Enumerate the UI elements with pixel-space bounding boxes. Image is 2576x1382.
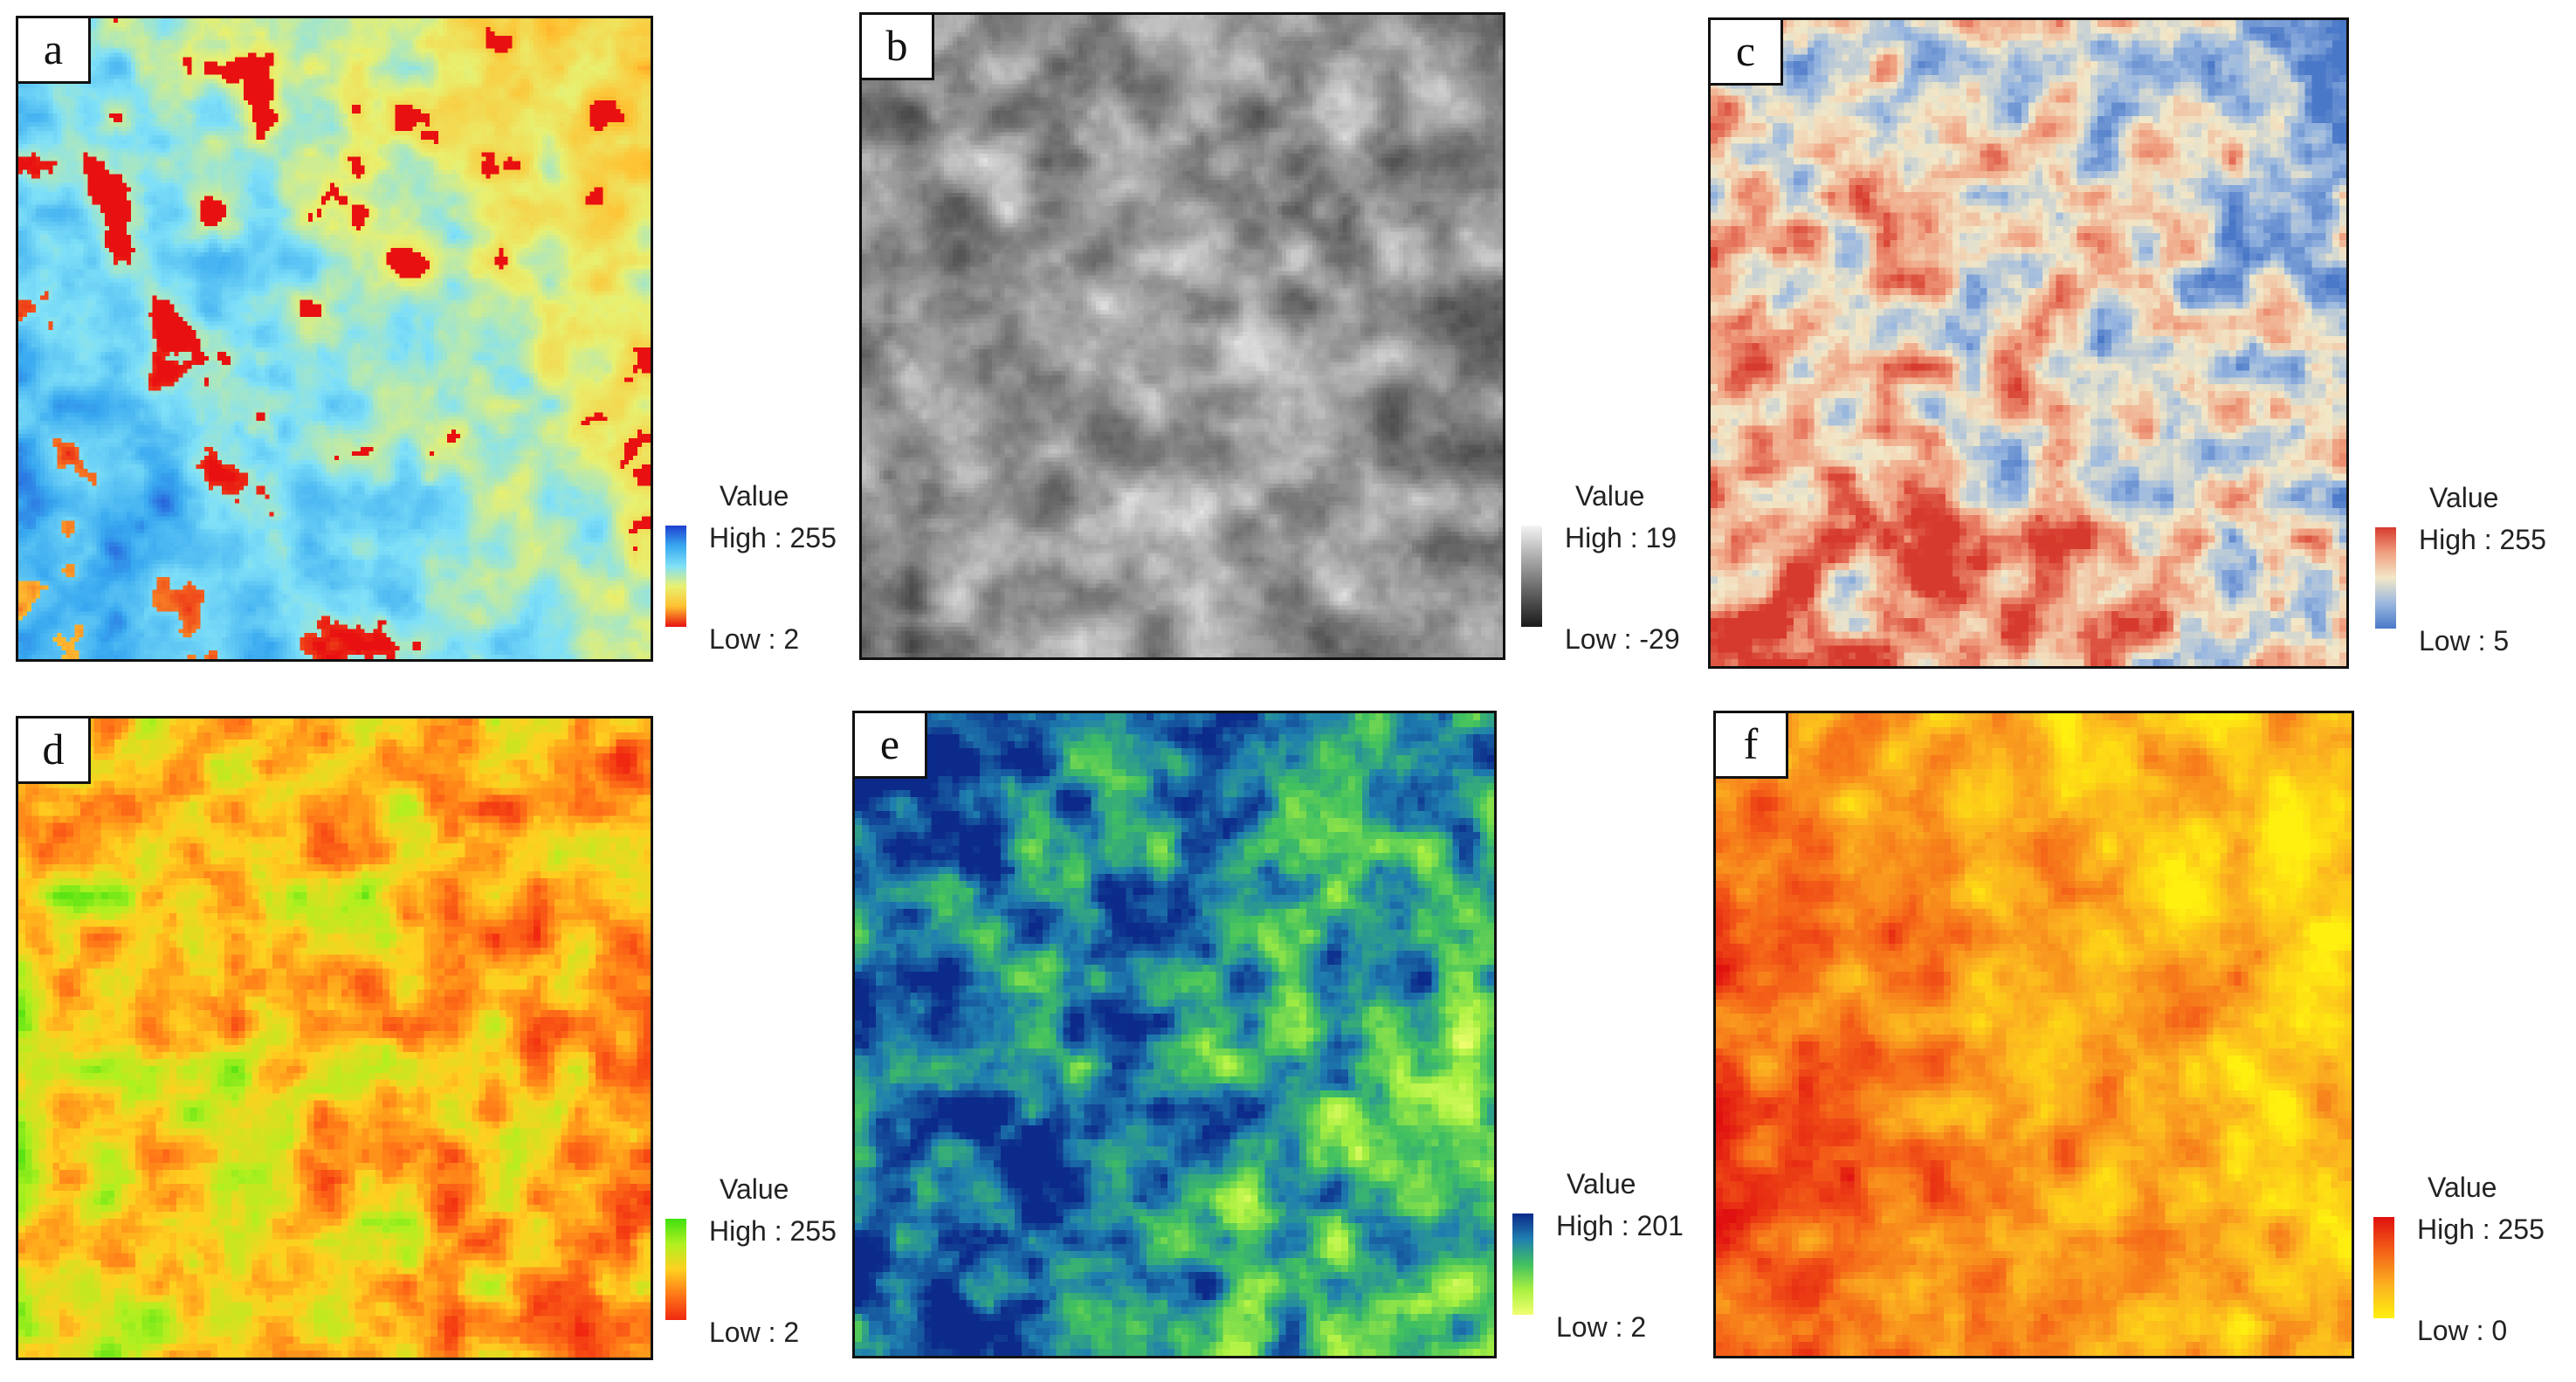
raster-map-f: f	[1713, 711, 2354, 1358]
raster-canvas-e	[855, 713, 1494, 1356]
legend-low-label: Low : 2	[709, 623, 800, 655]
legend-title: Value	[2428, 1172, 2497, 1203]
legend-high-label: High : 255	[709, 1215, 837, 1247]
legend-colorbar	[2373, 1217, 2394, 1318]
panel-label-a: a	[18, 18, 91, 84]
legend-colorbar	[1521, 526, 1542, 627]
panel-label-d: d	[18, 719, 91, 784]
legend-colorbar	[2375, 527, 2396, 629]
raster-canvas-f	[1716, 713, 2352, 1356]
raster-map-c: c	[1708, 17, 2349, 669]
raster-canvas-b	[862, 15, 1503, 657]
raster-canvas-d	[18, 719, 651, 1358]
legend-title: Value	[1567, 1168, 1636, 1200]
panel-label-f: f	[1716, 713, 1788, 779]
legend-colorbar	[665, 526, 686, 627]
raster-canvas-a	[18, 18, 651, 659]
raster-canvas-c	[1711, 20, 2346, 666]
legend-high-label: High : 255	[2417, 1214, 2545, 1245]
raster-map-a: a	[16, 16, 653, 662]
legend-low-label: Low : 5	[2419, 625, 2510, 657]
legend-high-label: High : 255	[2419, 524, 2546, 555]
raster-map-b: b	[859, 12, 1505, 660]
panel-label-c: c	[1711, 20, 1783, 86]
legend-high-label: High : 19	[1565, 522, 1677, 553]
legend-title: Value	[2429, 482, 2499, 513]
panel-label-e: e	[855, 713, 927, 779]
raster-map-e: e	[852, 711, 1497, 1358]
legend-title: Value	[720, 1173, 789, 1205]
legend-low-label: Low : 0	[2417, 1315, 2508, 1346]
legend-high-label: High : 201	[1556, 1210, 1684, 1241]
legend-low-label: Low : 2	[1556, 1311, 1647, 1343]
legend-title: Value	[1575, 480, 1645, 512]
legend-low-label: Low : -29	[1565, 623, 1680, 655]
legend-title: Value	[720, 480, 789, 512]
legend-high-label: High : 255	[709, 522, 837, 553]
legend-colorbar	[665, 1219, 686, 1320]
legend-colorbar	[1512, 1214, 1533, 1315]
raster-map-d: d	[16, 716, 653, 1360]
panel-label-b: b	[862, 15, 934, 80]
legend-low-label: Low : 2	[709, 1317, 800, 1348]
